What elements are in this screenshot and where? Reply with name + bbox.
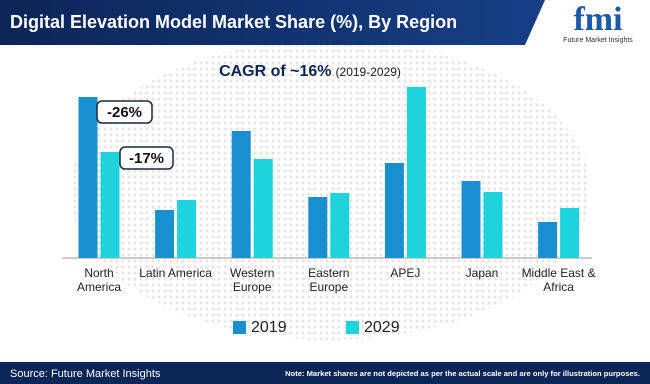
subtitle-cagr: CAGR of ~16%	[219, 63, 331, 80]
annotation: -17%	[129, 150, 164, 167]
x-tick-label: Eastern Europe	[308, 266, 350, 294]
bar	[231, 131, 251, 258]
bar	[308, 197, 328, 258]
logo-tagline: Future Market Insights	[563, 37, 633, 44]
bar	[406, 87, 426, 258]
annotation-box	[96, 100, 153, 124]
bar	[538, 222, 558, 258]
bar	[100, 152, 120, 258]
subtitle: CAGR of ~16% (2019-2029)	[219, 63, 401, 80]
x-tick-label: North America	[76, 266, 121, 294]
header-band	[0, 0, 545, 45]
footer-note: Note: Market shares are not depicted as …	[285, 369, 640, 378]
bar	[560, 208, 580, 258]
footer-source: Source: Future Market Insights	[10, 368, 161, 380]
legend-label: 2019	[251, 319, 287, 336]
x-tick-label: Japan	[465, 266, 499, 280]
bar	[177, 200, 197, 258]
bar	[384, 163, 404, 258]
bar	[253, 159, 273, 258]
legend-swatch	[346, 321, 359, 334]
x-tick-label: Western Europe	[229, 266, 275, 294]
x-tick-label: APEJ	[390, 266, 421, 280]
bar	[78, 97, 98, 258]
bar	[155, 210, 175, 258]
legend-label: 2029	[364, 319, 400, 336]
legend-swatch	[233, 321, 246, 334]
x-tick-label: Middle East & Africa	[521, 266, 596, 294]
bar	[461, 181, 481, 258]
footer-band	[0, 362, 650, 384]
logo-mark: fmi	[573, 1, 622, 38]
annotation-box	[119, 146, 174, 170]
x-tick-label: Latin America	[139, 266, 212, 280]
map-background	[70, 40, 590, 340]
subtitle-period: (2019-2029)	[336, 65, 401, 79]
bar	[483, 192, 503, 258]
annotation: -26%	[107, 104, 142, 121]
bar	[330, 193, 350, 258]
chart-title: Digital Elevation Model Market Share (%)…	[10, 12, 457, 32]
